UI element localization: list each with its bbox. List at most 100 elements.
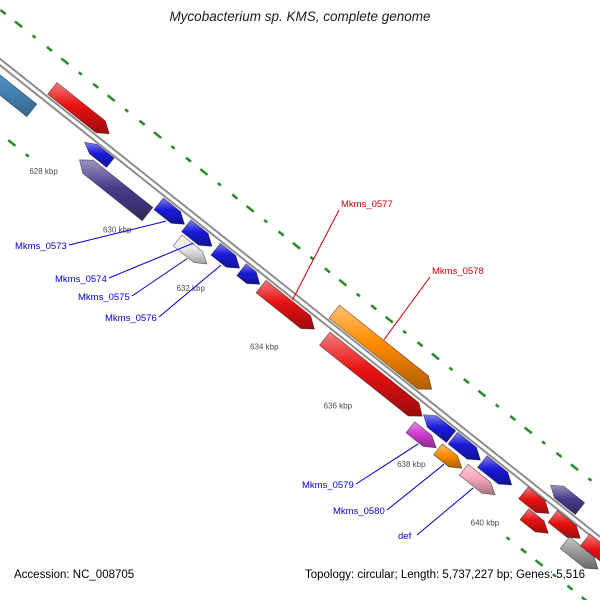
feature-dot (520, 547, 528, 554)
gene-label[interactable]: Mkms_0578 (432, 266, 484, 277)
gene-arrow-Mkms_0576[interactable] (210, 242, 241, 269)
feature-dot (462, 378, 470, 385)
ruler-tick-label: 632 kbp (176, 284, 205, 293)
gene-arrow[interactable] (0, 40, 38, 118)
feature-dot (60, 57, 70, 66)
feature-dot (370, 304, 378, 311)
gene-arrow-Mkms_0573[interactable] (153, 197, 185, 225)
ruler-tick-label: 636 kbp (324, 401, 353, 410)
gene-arrow[interactable] (236, 263, 261, 285)
feature-dot (555, 451, 563, 459)
gene-label[interactable]: Mkms_0575 (78, 292, 130, 303)
map-title: Mycobacterium sp. KMS, complete genome (169, 9, 431, 24)
feature-dot (541, 440, 547, 445)
feature-dot (355, 292, 361, 298)
label-leader-line (68, 220, 167, 246)
genome-backbone-gap (0, 60, 600, 542)
gene-label[interactable]: Mkms_0573 (15, 241, 67, 252)
feature-dot (587, 477, 593, 482)
feature-dot (402, 329, 408, 335)
feature-dot (338, 278, 348, 287)
feature-dot (416, 341, 424, 348)
feature-dot (263, 218, 268, 224)
feature-dot (46, 45, 53, 53)
gene-arrow[interactable] (547, 510, 581, 539)
feature-dot (0, 8, 7, 16)
ruler-tick-label: 630 kbp (103, 226, 132, 235)
gene-label[interactable]: Mkms_0580 (333, 506, 385, 517)
feature-dot (7, 139, 17, 147)
gene-arrow-Mkms_0577[interactable] (255, 279, 315, 330)
feature-dot (448, 366, 454, 372)
gene-arrow[interactable] (79, 159, 154, 222)
gene-arrow[interactable] (423, 414, 457, 443)
gene-labels: Mkms_0573 Mkms_0574 Mkms_0575 Mkms_0576 Mkms… (15, 199, 484, 542)
feature-dot (106, 94, 116, 103)
status-bar: Accession: NC_008705 Topology: circular;… (14, 569, 585, 581)
gene-arrow[interactable] (84, 141, 115, 168)
feature-dot (309, 255, 315, 261)
feature-dot (494, 403, 500, 409)
feature-dot (505, 536, 511, 541)
gene-arrow-Mkms_0579[interactable] (405, 421, 437, 449)
feature-dot (124, 108, 130, 113)
gene-arrow[interactable] (518, 486, 550, 514)
accession-text: Accession: NC_008705 (14, 569, 135, 581)
label-leader-line (386, 463, 445, 511)
ruler-tick-label: 640 kbp (471, 518, 500, 527)
gene-label[interactable]: def (398, 531, 412, 542)
gene-arrow[interactable] (447, 431, 481, 461)
gene-arrow[interactable] (477, 455, 513, 486)
feature-dot (431, 352, 440, 361)
gene-label[interactable]: Mkms_0579 (302, 480, 354, 491)
gene-arrow[interactable] (550, 484, 586, 515)
label-leader-line (158, 264, 222, 318)
feature-dot (153, 131, 163, 140)
gene-features (0, 40, 600, 570)
feature-dot (185, 156, 192, 163)
label-leader-line (416, 487, 474, 536)
gene-label[interactable]: Mkms_0577 (341, 199, 393, 210)
label-leader-line (131, 258, 188, 297)
gene-arrow[interactable] (519, 508, 549, 534)
feature-dot (509, 414, 517, 422)
gene-arrow[interactable] (580, 533, 600, 569)
feature-dot (92, 82, 100, 89)
gene-label[interactable]: Mkms_0576 (105, 313, 157, 324)
feature-dot (277, 230, 285, 237)
ruler-tick-label: 634 kbp (250, 343, 279, 352)
feature-dot (384, 315, 394, 324)
label-leader-line (355, 443, 419, 485)
feature-dot (245, 204, 255, 213)
feature-dot (523, 426, 533, 435)
feature-dot (14, 20, 24, 29)
label-leader-line (383, 276, 431, 340)
label-leader-line (108, 242, 194, 279)
ruler-tick-label: 638 kbp (397, 460, 426, 469)
feature-dot (216, 181, 222, 187)
feature-dot (552, 573, 557, 578)
ruler-tick-label: 628 kbp (29, 167, 58, 176)
gene-label[interactable]: Mkms_0574 (55, 274, 107, 285)
feature-dot (566, 584, 574, 591)
gene-arrow[interactable] (47, 82, 110, 135)
gene-arrow-Mkms_0575[interactable] (172, 234, 208, 265)
feature-dot (292, 241, 301, 250)
feature-dot (199, 168, 209, 176)
feature-dot (77, 71, 83, 76)
feature-dot (31, 34, 37, 39)
feature-dot (477, 389, 487, 398)
gene-arrow-def[interactable] (458, 463, 496, 496)
gene-arrow-Mkms_0580[interactable] (433, 443, 463, 469)
feature-dot (534, 559, 544, 567)
gene-arrow-Mkms_0574[interactable] (181, 219, 213, 247)
feature-dot (170, 145, 176, 150)
feature-dot (138, 119, 146, 126)
gene-arrow[interactable] (319, 331, 423, 417)
feature-dot (24, 153, 30, 158)
gene-arrow-Mkms_0578[interactable] (328, 304, 433, 390)
ruler: 628 kbp 630 kbp 632 kbp 634 kbp 636 kbp 638 k… (29, 167, 499, 528)
